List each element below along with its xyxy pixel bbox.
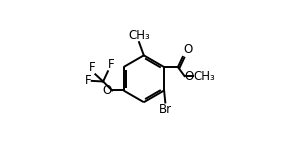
Text: O: O xyxy=(183,43,193,56)
Text: CH₃: CH₃ xyxy=(193,70,215,83)
Text: O: O xyxy=(102,84,112,97)
Text: CH₃: CH₃ xyxy=(128,29,150,41)
Text: Br: Br xyxy=(159,103,172,116)
Text: F: F xyxy=(85,74,91,87)
Text: O: O xyxy=(185,70,194,83)
Text: F: F xyxy=(88,61,95,74)
Text: F: F xyxy=(108,58,115,71)
